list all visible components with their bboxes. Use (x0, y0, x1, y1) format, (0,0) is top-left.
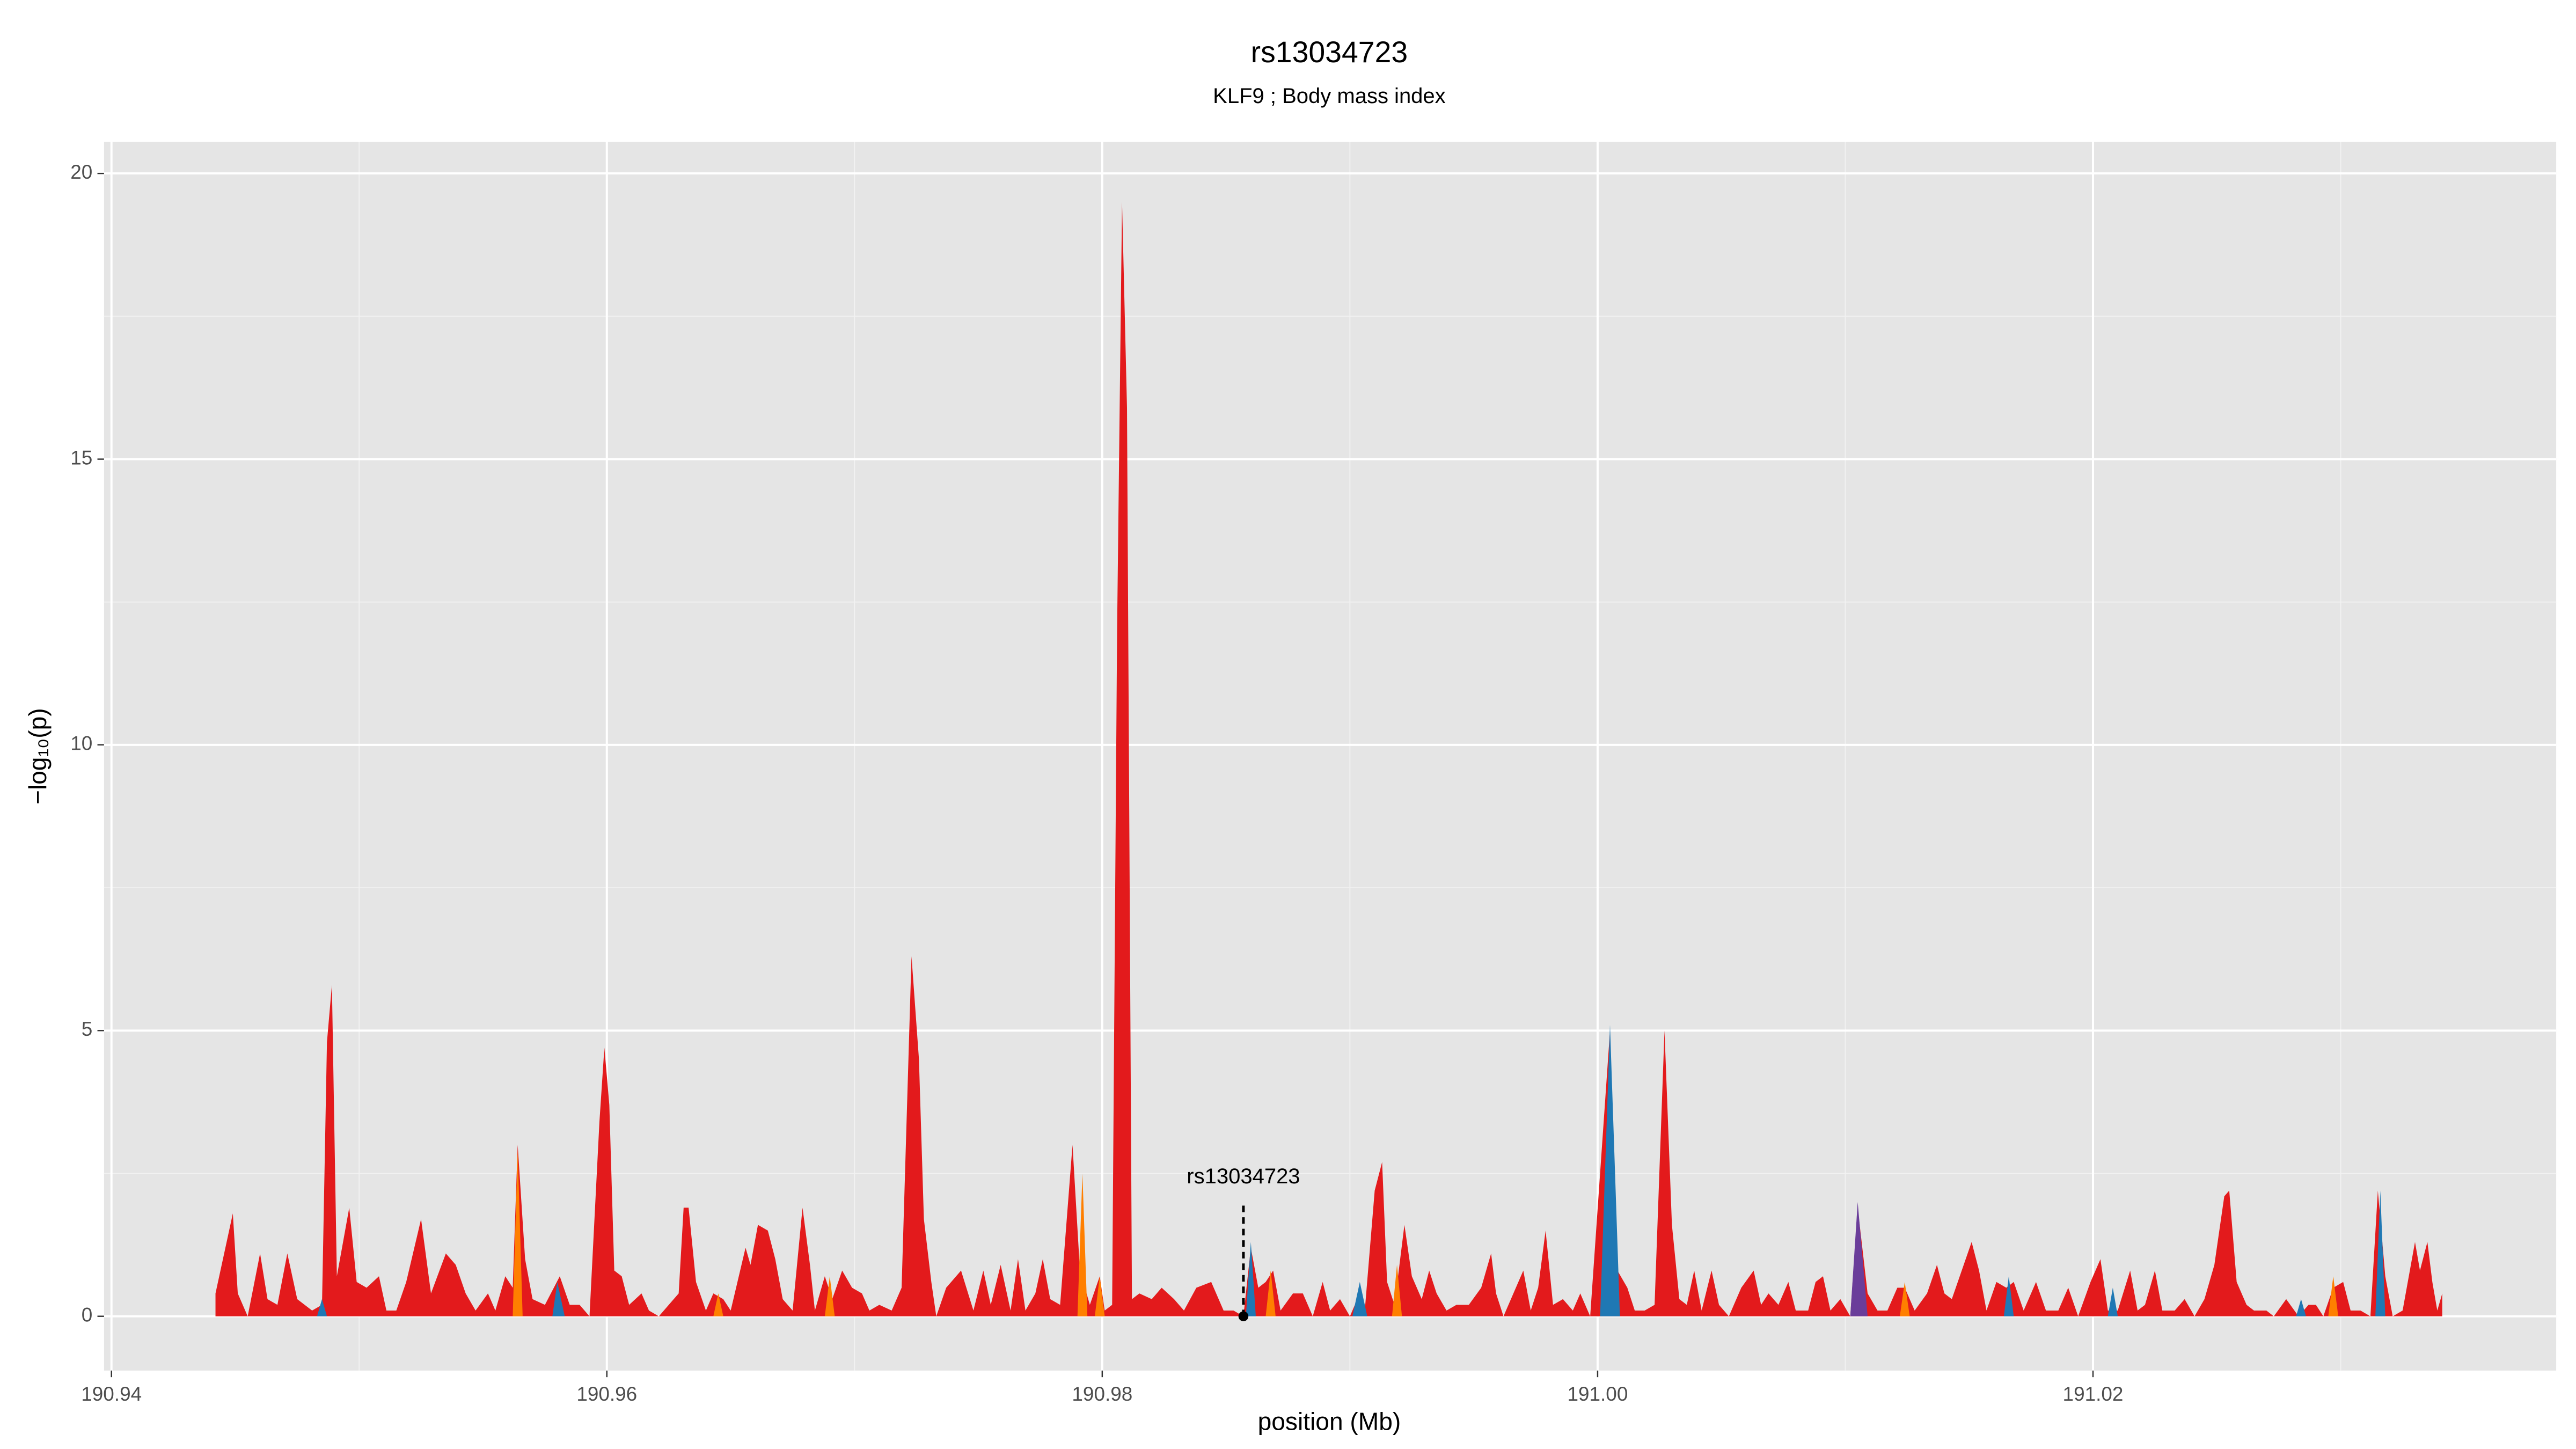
axes: 190.94 190.96 190.98 191.00 191.02 0 5 10 15 20 (70, 161, 2123, 1405)
x-tick-label: 190.98 (1072, 1383, 1132, 1405)
chart-subtitle: KLF9 ; Body mass index (1213, 84, 1446, 108)
y-tick-label: 5 (82, 1018, 93, 1040)
y-tick-label: 20 (70, 161, 92, 183)
y-axis-title: −log₁₀(p) (24, 708, 52, 804)
y-tick-label: 10 (70, 733, 92, 755)
x-tick-label: 191.00 (1567, 1383, 1628, 1405)
grid (104, 142, 2557, 1371)
annotation-label: rs13034723 (1187, 1165, 1300, 1188)
y-tick-label: 0 (82, 1304, 93, 1326)
annotation-point (1238, 1311, 1249, 1321)
x-axis-title: position (Mb) (1258, 1407, 1401, 1435)
x-tick-label: 191.02 (2063, 1383, 2124, 1405)
panel (104, 142, 2557, 1371)
x-tick-label: 190.96 (576, 1383, 637, 1405)
chart-title: rs13034723 (1251, 35, 1408, 69)
area (1850, 1202, 1868, 1316)
y-tick-label: 15 (70, 447, 92, 469)
plot-area: rs13034723 (215, 202, 2442, 1321)
x-tick-label: 190.94 (81, 1383, 142, 1405)
